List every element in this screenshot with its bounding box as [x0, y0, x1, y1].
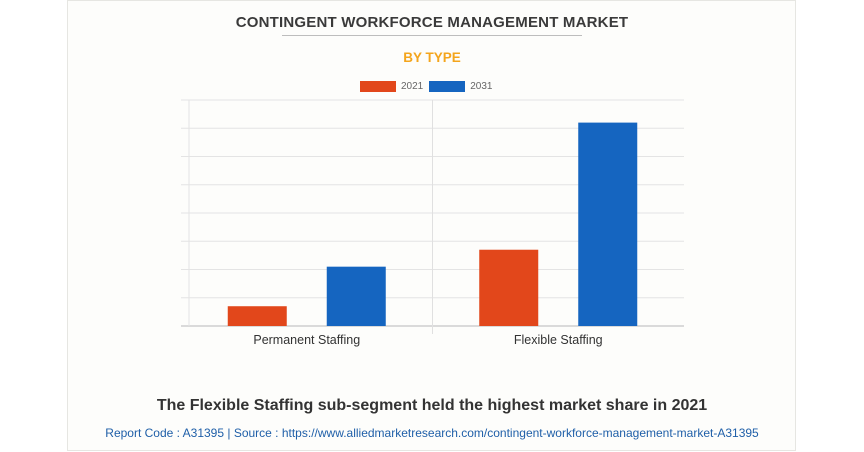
legend-swatch-2031 — [429, 80, 466, 92]
x-tick-label: Flexible Staffing — [514, 333, 603, 347]
chart-caption: The Flexible Staffing sub-segment held t… — [156, 397, 708, 414]
chart-legend: 2021 2031 — [360, 79, 499, 93]
chart-subtitle: BY TYPE — [403, 50, 461, 65]
legend-label-2021: 2021 — [401, 80, 424, 92]
bar-flexible-staffing-2031 — [578, 122, 638, 326]
legend-item-2021: 2021 — [360, 80, 424, 92]
x-tick-label: Permanent Staffing — [253, 333, 360, 347]
title-divider — [282, 35, 582, 36]
chart-title: CONTINGENT WORKFORCE MANAGEMENT MARKET — [235, 14, 629, 31]
bar-permanent-staffing-2021 — [227, 306, 287, 326]
bar-permanent-staffing-2031 — [326, 266, 386, 326]
source-line: Report Code : A31395 | Source : https://… — [105, 426, 759, 440]
legend-swatch-2021 — [360, 80, 396, 92]
legend-label-2031: 2031 — [470, 80, 493, 92]
legend-item-2031: 2031 — [429, 80, 493, 92]
bar-flexible-staffing-2021 — [479, 249, 539, 326]
